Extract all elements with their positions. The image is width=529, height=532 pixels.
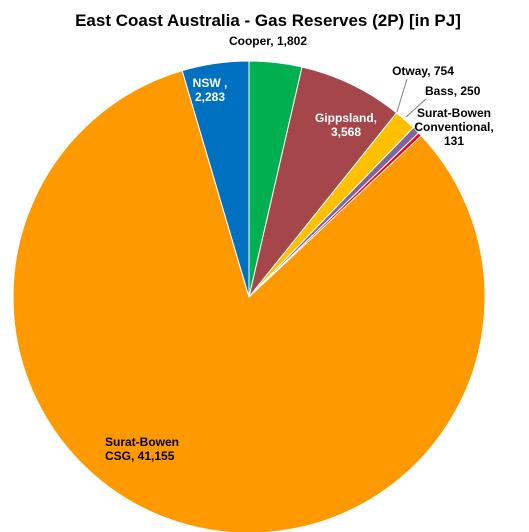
leader-line-surat-bowen xyxy=(412,123,419,132)
data-label-surat-bowen: Surat-Bowen Conventional, 131 xyxy=(414,106,493,148)
data-label-bass-250: Bass, 250 xyxy=(425,84,481,98)
data-labels: Cooper, 1,802 Gippsland, 3,568 Otway, 754 Ba… xyxy=(105,34,494,463)
data-label-otway-754: Otway, 754 xyxy=(392,64,454,78)
leader-line-bass-250 xyxy=(405,98,427,118)
data-label-cooper-1-802: Cooper, 1,802 xyxy=(229,34,307,48)
leader-line-otway-754 xyxy=(396,78,408,113)
chart-title: East Coast Australia - Gas Reserves (2P)… xyxy=(75,11,461,30)
data-label-surat-bowen: Surat-Bowen CSG, 41,155 xyxy=(105,435,179,463)
data-label-nsw: NSW , 2,283 xyxy=(193,76,228,104)
data-label-gippsland: Gippsland, 3,568 xyxy=(315,111,377,139)
pie-slice-surat-bowen xyxy=(12,70,486,532)
pie-slice-gippsland xyxy=(248,66,398,298)
leader-lines xyxy=(396,78,427,132)
pie-slices xyxy=(12,60,486,532)
pie-slice-nsw xyxy=(181,60,250,298)
